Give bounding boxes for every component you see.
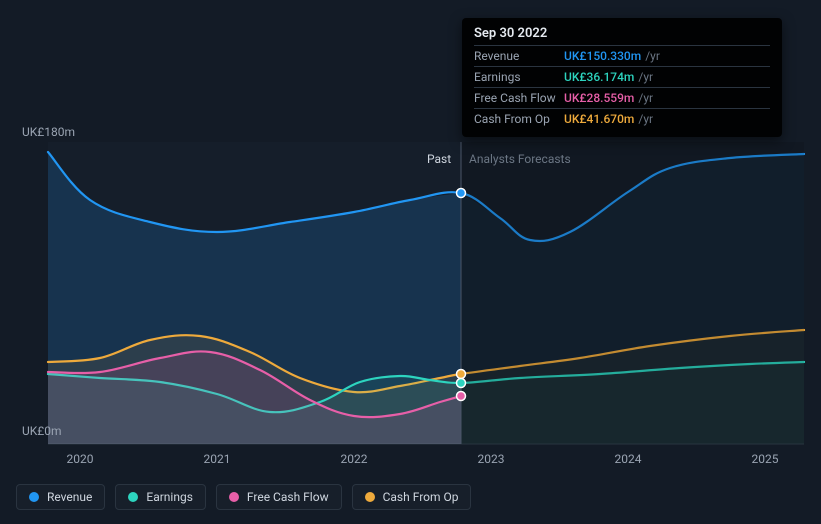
- tooltip-row-label: Earnings: [474, 70, 564, 84]
- tooltip-row-unit: /yr: [638, 112, 653, 126]
- legend-item-free_cash_flow[interactable]: Free Cash Flow: [216, 484, 342, 510]
- x-axis-label: 2025: [752, 452, 779, 466]
- legend-item-label: Earnings: [146, 490, 193, 504]
- tooltip-row: Cash From OpUK£41.670m/yr: [474, 108, 770, 129]
- x-axis-label: 2024: [615, 452, 642, 466]
- legend-dot-icon: [365, 492, 375, 502]
- tooltip-row: Free Cash FlowUK£28.559m/yr: [474, 87, 770, 108]
- tooltip-row: RevenueUK£150.330m/yr: [474, 45, 770, 66]
- tooltip-row-value: UK£36.174m: [564, 70, 634, 84]
- legend-item-label: Cash From Op: [383, 490, 459, 504]
- x-axis-label: 2023: [478, 452, 505, 466]
- legend-dot-icon: [128, 492, 138, 502]
- tooltip-row-unit: /yr: [645, 49, 660, 63]
- legend-item-revenue[interactable]: Revenue: [16, 484, 105, 510]
- legend-item-label: Revenue: [47, 490, 92, 504]
- legend-item-earnings[interactable]: Earnings: [115, 484, 206, 510]
- tooltip-row-value: UK£150.330m: [564, 49, 641, 63]
- legend-item-label: Free Cash Flow: [247, 490, 329, 504]
- legend-item-cash_from_op[interactable]: Cash From Op: [352, 484, 472, 510]
- legend: Revenue Earnings Free Cash Flow Cash From O…: [16, 484, 471, 510]
- y-axis-label: UK£180m: [22, 125, 75, 139]
- tooltip-row-label: Revenue: [474, 49, 564, 63]
- past-label: Past: [427, 152, 451, 166]
- tooltip-row-label: Cash From Op: [474, 112, 564, 126]
- tooltip-date: Sep 30 2022: [474, 26, 770, 45]
- tooltip-row-unit: /yr: [638, 70, 653, 84]
- x-axis-label: 2021: [204, 452, 231, 466]
- tooltip-row-label: Free Cash Flow: [474, 91, 564, 105]
- forecast-label: Analysts Forecasts: [469, 152, 571, 166]
- legend-dot-icon: [29, 492, 39, 502]
- tooltip-row-value: UK£41.670m: [564, 112, 634, 126]
- x-axis-label: 2022: [341, 452, 368, 466]
- y-axis-label: UK£0m: [22, 424, 62, 438]
- tooltip: Sep 30 2022 RevenueUK£150.330m/yrEarning…: [462, 18, 782, 137]
- legend-dot-icon: [229, 492, 239, 502]
- tooltip-row: EarningsUK£36.174m/yr: [474, 66, 770, 87]
- tooltip-row-value: UK£28.559m: [564, 91, 634, 105]
- x-axis-label: 2020: [67, 452, 94, 466]
- tooltip-row-unit: /yr: [638, 91, 653, 105]
- chart-container: UK£180m UK£0m 2020 2021 2022 2023 2024 2025 Pa…: [0, 0, 821, 524]
